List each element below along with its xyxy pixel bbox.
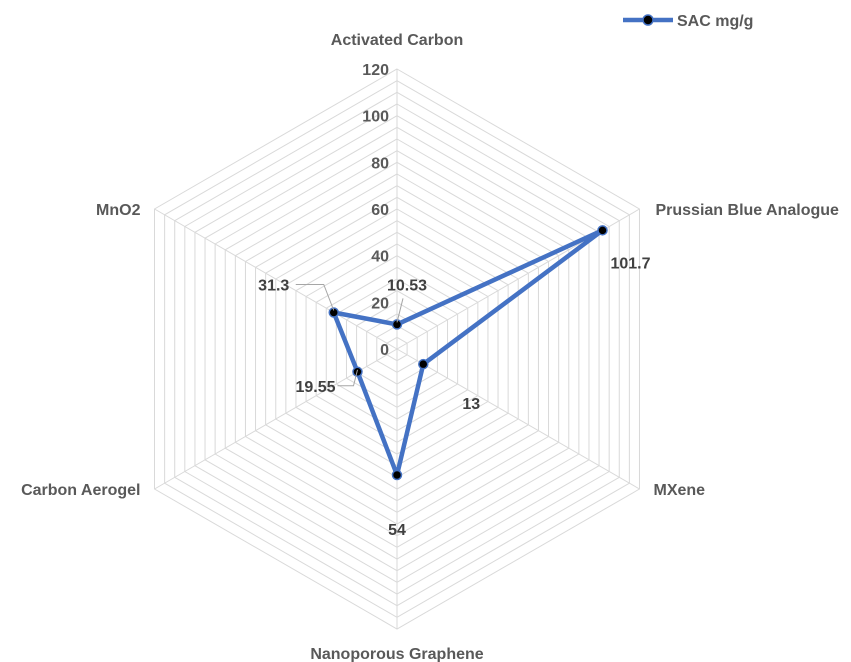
grid-spoke <box>154 208 398 350</box>
data-label: 54 <box>388 522 406 539</box>
data-label-leader <box>295 283 335 311</box>
data-point <box>418 358 429 370</box>
series-layer <box>328 225 608 481</box>
category-label: Nanoporous Graphene <box>310 646 483 662</box>
data-label-leader <box>396 298 404 323</box>
data-label: 19.55 <box>295 379 335 396</box>
data-point <box>391 469 403 481</box>
legend: SAC mg/g <box>623 13 753 30</box>
tick-label: 60 <box>371 202 389 219</box>
tick-label: 40 <box>371 249 389 266</box>
data-labels: 10.53 101.7 13 54 19.55 31.3 <box>258 255 650 539</box>
data-point <box>391 319 403 330</box>
category-label: Carbon Aerogel <box>21 482 140 499</box>
data-label: 101.7 <box>610 255 650 272</box>
legend-marker-sac <box>642 14 654 26</box>
tick-label: 0 <box>380 342 389 359</box>
grid-spoke <box>396 348 640 490</box>
tick-label: 20 <box>371 295 389 312</box>
data-point <box>328 307 339 318</box>
data-label-leader <box>337 369 358 387</box>
category-labels: Activated Carbon Prussian Blue Analogue MX… <box>21 32 839 662</box>
legend-entry-sac: SAC mg/g <box>677 13 753 30</box>
category-label: Activated Carbon <box>331 32 463 49</box>
category-label: MnO2 <box>96 202 141 219</box>
category-label: MXene <box>653 482 705 499</box>
radial-tick-labels: 0 20 40 60 80 100 120 <box>362 62 389 359</box>
data-point <box>597 225 608 236</box>
tick-label: 120 <box>362 62 389 79</box>
category-label: Prussian Blue Analogue <box>655 202 839 219</box>
radar-spokes <box>154 69 640 629</box>
data-label: 13 <box>462 396 480 413</box>
data-label: 31.3 <box>258 277 289 294</box>
data-label: 10.53 <box>387 277 427 294</box>
tick-label: 100 <box>362 109 389 126</box>
tick-label: 80 <box>371 155 389 172</box>
